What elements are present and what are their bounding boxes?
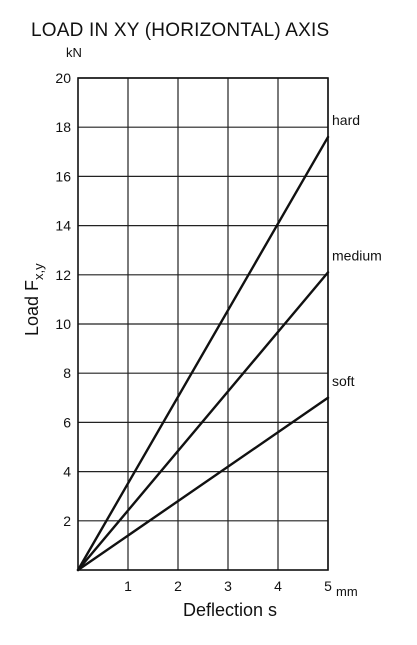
y-tick-label: 2	[63, 513, 71, 529]
y-tick-label: 6	[63, 414, 71, 430]
y-tick-label: 12	[55, 267, 71, 283]
series-labels: hard medium soft	[332, 112, 382, 389]
series-label-medium: medium	[332, 247, 382, 263]
chart-title: LOAD IN XY (HORIZONTAL) AXIS	[31, 20, 330, 41]
y-tick-label: 10	[55, 316, 71, 332]
series-label-soft: soft	[332, 373, 355, 389]
x-tick-label: 3	[224, 578, 232, 594]
x-tick-label: 1	[124, 578, 132, 594]
y-tick-labels: 2 4 6 8 10 12 14 16 18 20	[55, 70, 71, 529]
y-tick-label: 18	[55, 119, 71, 135]
y-tick-label: 16	[55, 168, 71, 184]
series-line-hard	[76, 135, 330, 572]
x-tick-label: 5	[324, 578, 332, 594]
x-axis-title: Deflection s	[183, 600, 277, 620]
y-tick-label: 8	[63, 365, 71, 381]
series-line-soft	[76, 396, 330, 572]
x-unit-label: mm	[336, 584, 358, 599]
series-line-medium	[76, 271, 330, 572]
y-axis-title-main: Load F	[22, 280, 42, 336]
y-tick-label: 4	[63, 464, 71, 480]
series-lines	[76, 135, 330, 572]
plot-frame	[77, 77, 329, 571]
x-tick-labels: 1 2 3 4 5	[124, 578, 332, 594]
y-unit-label: kN	[66, 45, 82, 60]
y-tick-label: 20	[55, 70, 71, 86]
y-axis-title-subscript: x,y	[31, 263, 46, 280]
grid	[78, 77, 329, 570]
x-tick-label: 2	[174, 578, 182, 594]
y-tick-label: 14	[55, 218, 71, 234]
x-tick-label: 4	[274, 578, 282, 594]
series-label-hard: hard	[332, 112, 360, 128]
y-axis-title: Load Fx,y	[22, 263, 46, 336]
